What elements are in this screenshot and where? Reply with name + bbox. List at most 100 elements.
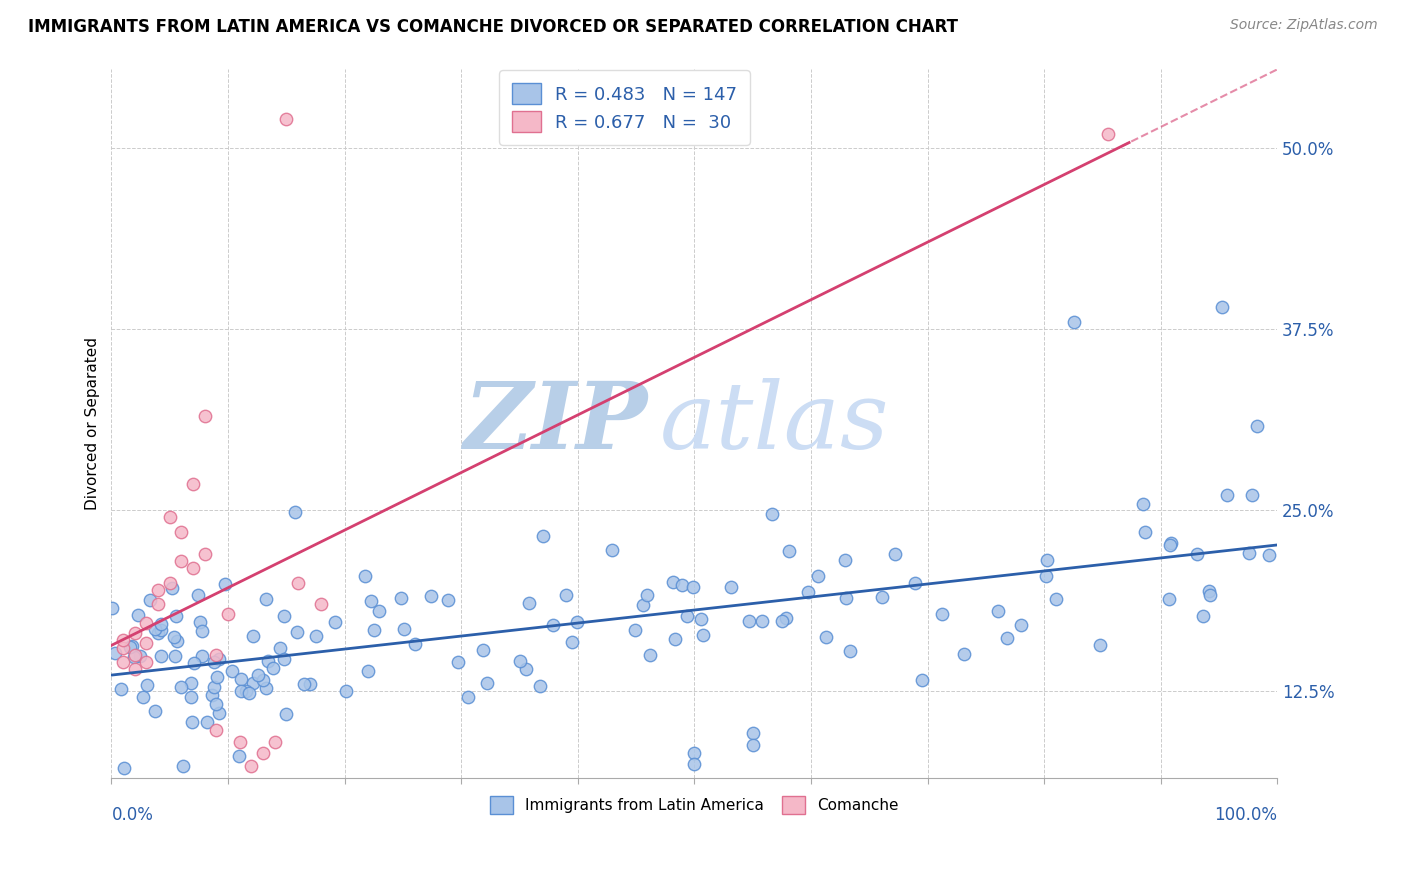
Point <box>389 591 412 606</box>
Point <box>565 615 588 629</box>
Point <box>457 690 479 705</box>
Point <box>208 652 231 666</box>
Point <box>671 578 693 592</box>
Point <box>180 676 202 690</box>
Point <box>1035 568 1057 582</box>
Text: atlas: atlas <box>659 378 889 468</box>
Point <box>205 648 228 662</box>
Point <box>676 609 699 624</box>
Point <box>191 624 214 639</box>
Point <box>392 623 415 637</box>
Point <box>1216 488 1239 502</box>
Point <box>600 542 623 557</box>
Point <box>834 553 856 567</box>
Point <box>112 655 135 669</box>
Point <box>360 594 382 608</box>
Text: ZIP: ZIP <box>464 378 648 468</box>
Point <box>472 643 495 657</box>
Point <box>447 655 470 669</box>
Point <box>228 735 250 749</box>
Point <box>835 591 858 605</box>
Point <box>1160 536 1182 550</box>
Point <box>1097 127 1119 141</box>
Point <box>561 635 583 649</box>
Point <box>276 112 298 127</box>
Point <box>112 762 135 776</box>
Point <box>231 684 253 698</box>
Point <box>187 588 209 602</box>
Point <box>165 608 187 623</box>
Point <box>1199 588 1222 602</box>
Point <box>870 591 893 605</box>
Point <box>124 626 146 640</box>
Point <box>197 714 219 729</box>
Y-axis label: Divorced or Separated: Divorced or Separated <box>86 337 100 509</box>
Text: 0.0%: 0.0% <box>111 806 153 824</box>
Point <box>683 756 706 771</box>
Point <box>150 648 173 663</box>
Point <box>181 715 204 730</box>
Point <box>555 588 578 602</box>
Point <box>1240 488 1263 502</box>
Point <box>1258 548 1281 562</box>
Point <box>1192 609 1215 624</box>
Point <box>1045 592 1067 607</box>
Point <box>262 661 284 675</box>
Point <box>273 652 295 666</box>
Point <box>166 634 188 648</box>
Point <box>1185 547 1208 561</box>
Point <box>305 629 328 643</box>
Point <box>807 569 830 583</box>
Point <box>127 608 149 623</box>
Point <box>323 615 346 630</box>
Point <box>995 631 1018 645</box>
Text: 100.0%: 100.0% <box>1215 806 1277 824</box>
Point <box>1211 301 1233 315</box>
Point <box>682 581 704 595</box>
Point <box>160 581 183 595</box>
Point <box>797 584 820 599</box>
Point <box>135 636 157 650</box>
Point <box>263 735 285 749</box>
Point <box>883 547 905 561</box>
Point <box>165 648 187 663</box>
Point <box>240 759 263 773</box>
Point <box>159 575 181 590</box>
Point <box>183 656 205 670</box>
Point <box>720 580 742 594</box>
Point <box>201 688 224 702</box>
Point <box>287 575 309 590</box>
Point <box>214 577 236 591</box>
Point <box>1036 553 1059 567</box>
Point <box>509 654 531 668</box>
Point <box>741 738 763 752</box>
Point <box>335 683 357 698</box>
Point <box>252 747 274 761</box>
Point <box>181 561 204 575</box>
Point <box>100 600 122 615</box>
Point <box>987 603 1010 617</box>
Point <box>664 632 686 647</box>
Point <box>292 676 315 690</box>
Point <box>778 544 800 558</box>
Point <box>1246 419 1268 434</box>
Point <box>543 618 565 632</box>
Point <box>814 631 837 645</box>
Point <box>247 668 270 682</box>
Point <box>662 575 685 590</box>
Legend: Immigrants from Latin America, Comanche: Immigrants from Latin America, Comanche <box>484 790 905 820</box>
Point <box>110 681 132 696</box>
Point <box>135 616 157 631</box>
Point <box>517 596 540 610</box>
Point <box>229 672 252 686</box>
Point <box>1157 592 1180 607</box>
Point <box>205 723 228 738</box>
Point <box>159 510 181 524</box>
Point <box>638 648 661 662</box>
Point <box>149 623 172 637</box>
Point <box>904 576 927 591</box>
Point <box>194 409 217 423</box>
Point <box>515 662 537 676</box>
Point <box>529 679 551 693</box>
Point <box>274 706 297 721</box>
